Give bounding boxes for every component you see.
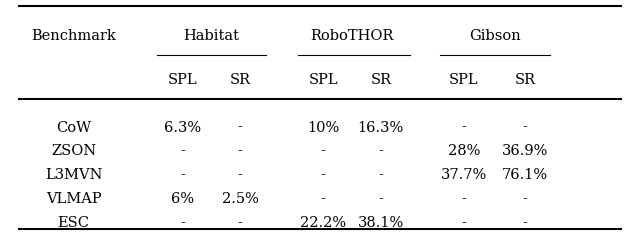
Text: SPL: SPL: [449, 73, 479, 87]
Text: Gibson: Gibson: [469, 29, 520, 43]
Text: 37.7%: 37.7%: [441, 168, 487, 182]
Text: 36.9%: 36.9%: [502, 144, 548, 158]
Text: Habitat: Habitat: [183, 29, 239, 43]
Text: -: -: [237, 144, 243, 158]
Text: SR: SR: [230, 73, 250, 87]
Text: 16.3%: 16.3%: [358, 121, 404, 135]
Text: Benchmark: Benchmark: [31, 29, 116, 43]
Text: VLMAP: VLMAP: [46, 192, 101, 206]
Text: -: -: [461, 216, 467, 230]
Text: -: -: [237, 216, 243, 230]
Text: 6.3%: 6.3%: [164, 121, 201, 135]
Text: L3MVN: L3MVN: [45, 168, 102, 182]
Text: -: -: [378, 168, 383, 182]
Text: SPL: SPL: [308, 73, 338, 87]
Text: 76.1%: 76.1%: [502, 168, 548, 182]
Text: -: -: [321, 144, 326, 158]
Text: -: -: [180, 216, 185, 230]
Text: -: -: [180, 168, 185, 182]
Text: -: -: [237, 121, 243, 135]
Text: -: -: [461, 192, 467, 206]
Text: -: -: [378, 144, 383, 158]
Text: -: -: [522, 121, 527, 135]
Text: SR: SR: [371, 73, 391, 87]
Text: SPL: SPL: [168, 73, 197, 87]
Text: -: -: [321, 192, 326, 206]
Text: -: -: [378, 192, 383, 206]
Text: 6%: 6%: [171, 192, 194, 206]
Text: ESC: ESC: [58, 216, 90, 230]
Text: 28%: 28%: [448, 144, 480, 158]
Text: 38.1%: 38.1%: [358, 216, 404, 230]
Text: 22.2%: 22.2%: [300, 216, 346, 230]
Text: -: -: [522, 216, 527, 230]
Text: -: -: [522, 192, 527, 206]
Text: RoboTHOR: RoboTHOR: [310, 29, 394, 43]
Text: 10%: 10%: [307, 121, 339, 135]
Text: -: -: [461, 121, 467, 135]
Text: -: -: [180, 144, 185, 158]
Text: ZSON: ZSON: [51, 144, 96, 158]
Text: -: -: [321, 168, 326, 182]
Text: SR: SR: [515, 73, 535, 87]
Text: 2.5%: 2.5%: [221, 192, 259, 206]
Text: CoW: CoW: [56, 121, 91, 135]
Text: -: -: [237, 168, 243, 182]
